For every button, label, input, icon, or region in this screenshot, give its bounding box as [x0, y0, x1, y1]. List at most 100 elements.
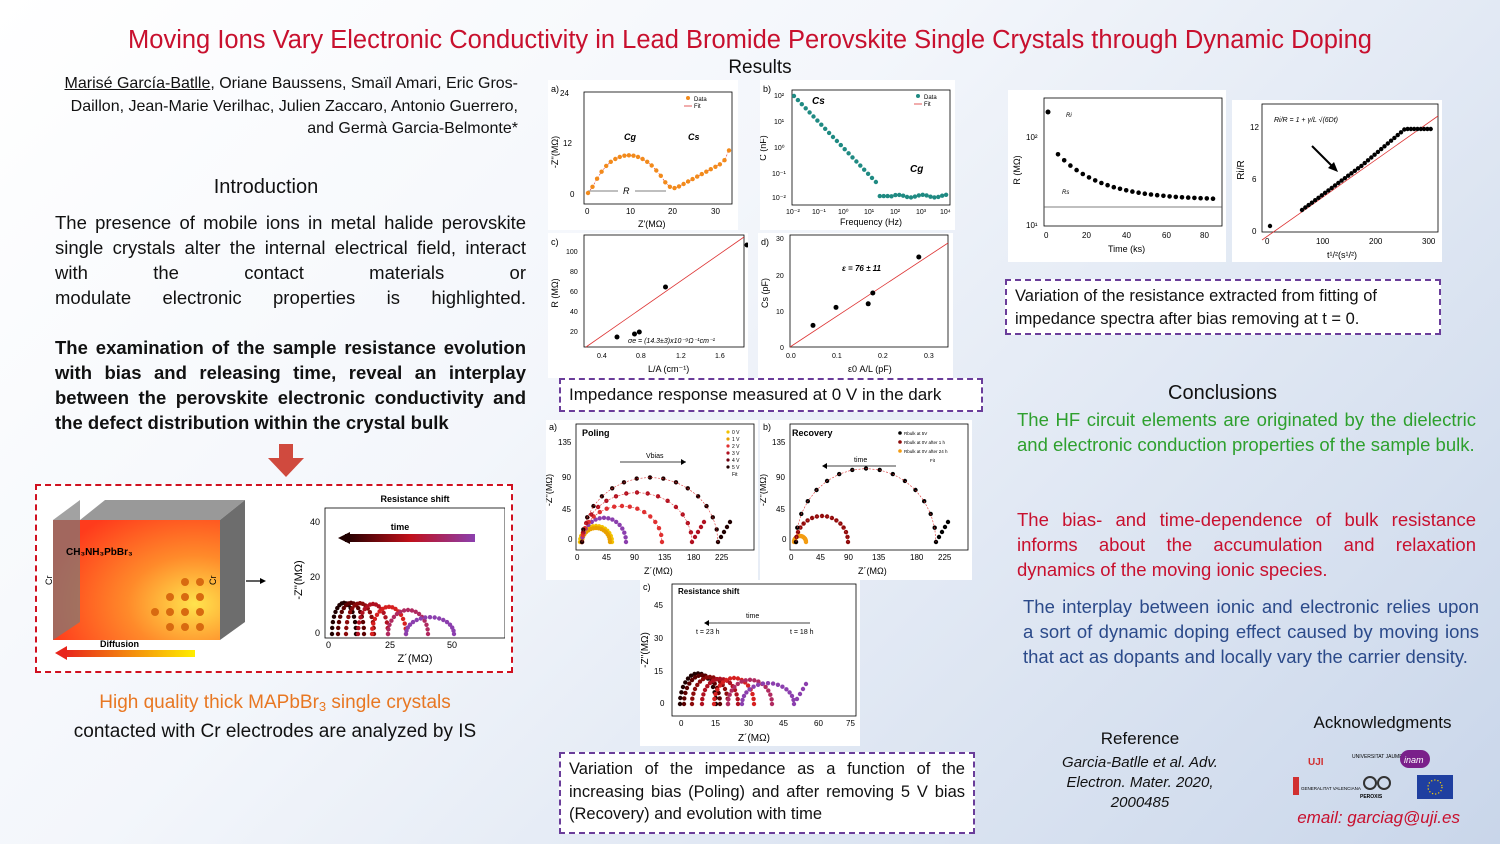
xtick: 300: [1422, 237, 1436, 246]
data-point: [403, 631, 409, 637]
data-point: [676, 184, 682, 189]
data-point: [715, 687, 720, 692]
data-point: [695, 174, 700, 179]
data-point: [724, 524, 730, 530]
ytick: 0: [1252, 227, 1257, 236]
data-point: [1332, 183, 1338, 188]
ytick: 90: [776, 473, 785, 482]
data-point: [893, 192, 898, 198]
data-point: [424, 622, 429, 627]
data-point: [791, 93, 797, 99]
panel-c-resistance: c) 100 80 60 40 20 0.4 0.8 1.2 1.6 L/A (…: [548, 233, 748, 378]
data-point: [885, 193, 890, 199]
conclusion-1: The HF circuit elements are originated b…: [1017, 409, 1476, 455]
introduction-paragraph-1: The presence of mobile ions in metal hal…: [55, 210, 526, 310]
data-point: [642, 509, 647, 515]
data-point: [1086, 175, 1092, 180]
data-point: [685, 179, 691, 184]
xtick: 0: [1044, 231, 1049, 240]
xtick: 10²: [890, 209, 901, 216]
data-point: [612, 504, 617, 509]
data-point: [945, 519, 951, 525]
ytick: 90: [562, 473, 571, 482]
ytick: 40: [310, 517, 320, 527]
data-point: [791, 701, 797, 707]
data-point: [416, 611, 422, 617]
data-point: [687, 681, 692, 686]
data-point: [712, 696, 717, 702]
data-point: [819, 122, 824, 127]
svg-text:d): d): [761, 237, 769, 247]
xtick: 0.0: [786, 353, 796, 360]
reference-text: Garcia-Batlle et al. Adv. Electron. Mate…: [1062, 754, 1218, 811]
data-point: [943, 192, 949, 197]
data-point: [809, 515, 815, 521]
data-point: [331, 614, 337, 619]
diffusion-label: Diffusion: [100, 639, 139, 649]
data-point: [441, 617, 446, 623]
data-point: [846, 151, 851, 156]
crystal-figure: CH₃NH₃PbBr₃ Cr Cr Diffusion Resistance s…: [44, 494, 505, 665]
r-vs-time-points: [1045, 109, 1216, 201]
data-point: [713, 691, 718, 697]
xtick: 20: [668, 207, 677, 216]
ytick: 20: [310, 572, 320, 582]
data-point: [881, 193, 886, 199]
data-point: [713, 164, 718, 169]
data-point: [689, 539, 695, 545]
data-point: [692, 686, 698, 692]
data-point: [865, 171, 871, 176]
data-point: [1418, 126, 1423, 132]
xlabel: Time (ks): [1108, 244, 1145, 254]
data-point: [1099, 180, 1104, 186]
data-point: [735, 681, 740, 687]
xlabel: L/A (cm⁻¹): [648, 364, 689, 374]
data-point: [425, 631, 431, 637]
data-point: [346, 614, 351, 620]
data-point: [826, 130, 832, 136]
data-point: [1428, 126, 1433, 132]
data-point: [1179, 195, 1185, 200]
data-point: [654, 168, 659, 173]
legend-data: Data: [694, 97, 707, 103]
data-point: [1055, 152, 1061, 157]
data-point: [726, 697, 731, 702]
data-point: [367, 610, 373, 615]
cr-left-label: Cr: [44, 576, 54, 586]
data-point: [647, 475, 653, 480]
xtick: 0: [789, 553, 794, 562]
xtick: 100: [1316, 237, 1330, 246]
data-point: [393, 606, 398, 612]
data-point: [663, 284, 668, 290]
xtick: 80: [1200, 231, 1209, 240]
data-point: [338, 614, 343, 619]
data-point: [386, 604, 392, 609]
uji-logo-text: UNIVERSITAT JAUME I: [1352, 754, 1405, 760]
ytick: 20: [570, 329, 578, 336]
ytick: 12: [563, 139, 572, 148]
xtick: 75: [846, 719, 855, 728]
data-point: [1299, 207, 1305, 213]
data-point: [444, 619, 450, 625]
data-point: [741, 693, 747, 699]
fit-curve: [795, 468, 937, 543]
ylabel: Ri/R: [1236, 160, 1247, 179]
data-point: [727, 680, 733, 686]
data-point: [717, 696, 722, 701]
data-point: [747, 687, 752, 692]
xtick: 0.4: [597, 353, 607, 360]
data-point: [862, 167, 867, 172]
data-point: [735, 676, 741, 681]
fit-curve: [795, 515, 849, 543]
data-point: [329, 631, 335, 637]
shift-points: [677, 671, 809, 707]
data-point: [689, 677, 695, 683]
data-point: [432, 615, 437, 620]
data-point: [833, 304, 839, 310]
ytick: 0: [782, 535, 787, 544]
data-point: [594, 176, 600, 181]
data-point: [1379, 146, 1384, 152]
data-point: [916, 193, 921, 198]
data-point: [717, 701, 723, 707]
data-point: [1142, 191, 1148, 196]
